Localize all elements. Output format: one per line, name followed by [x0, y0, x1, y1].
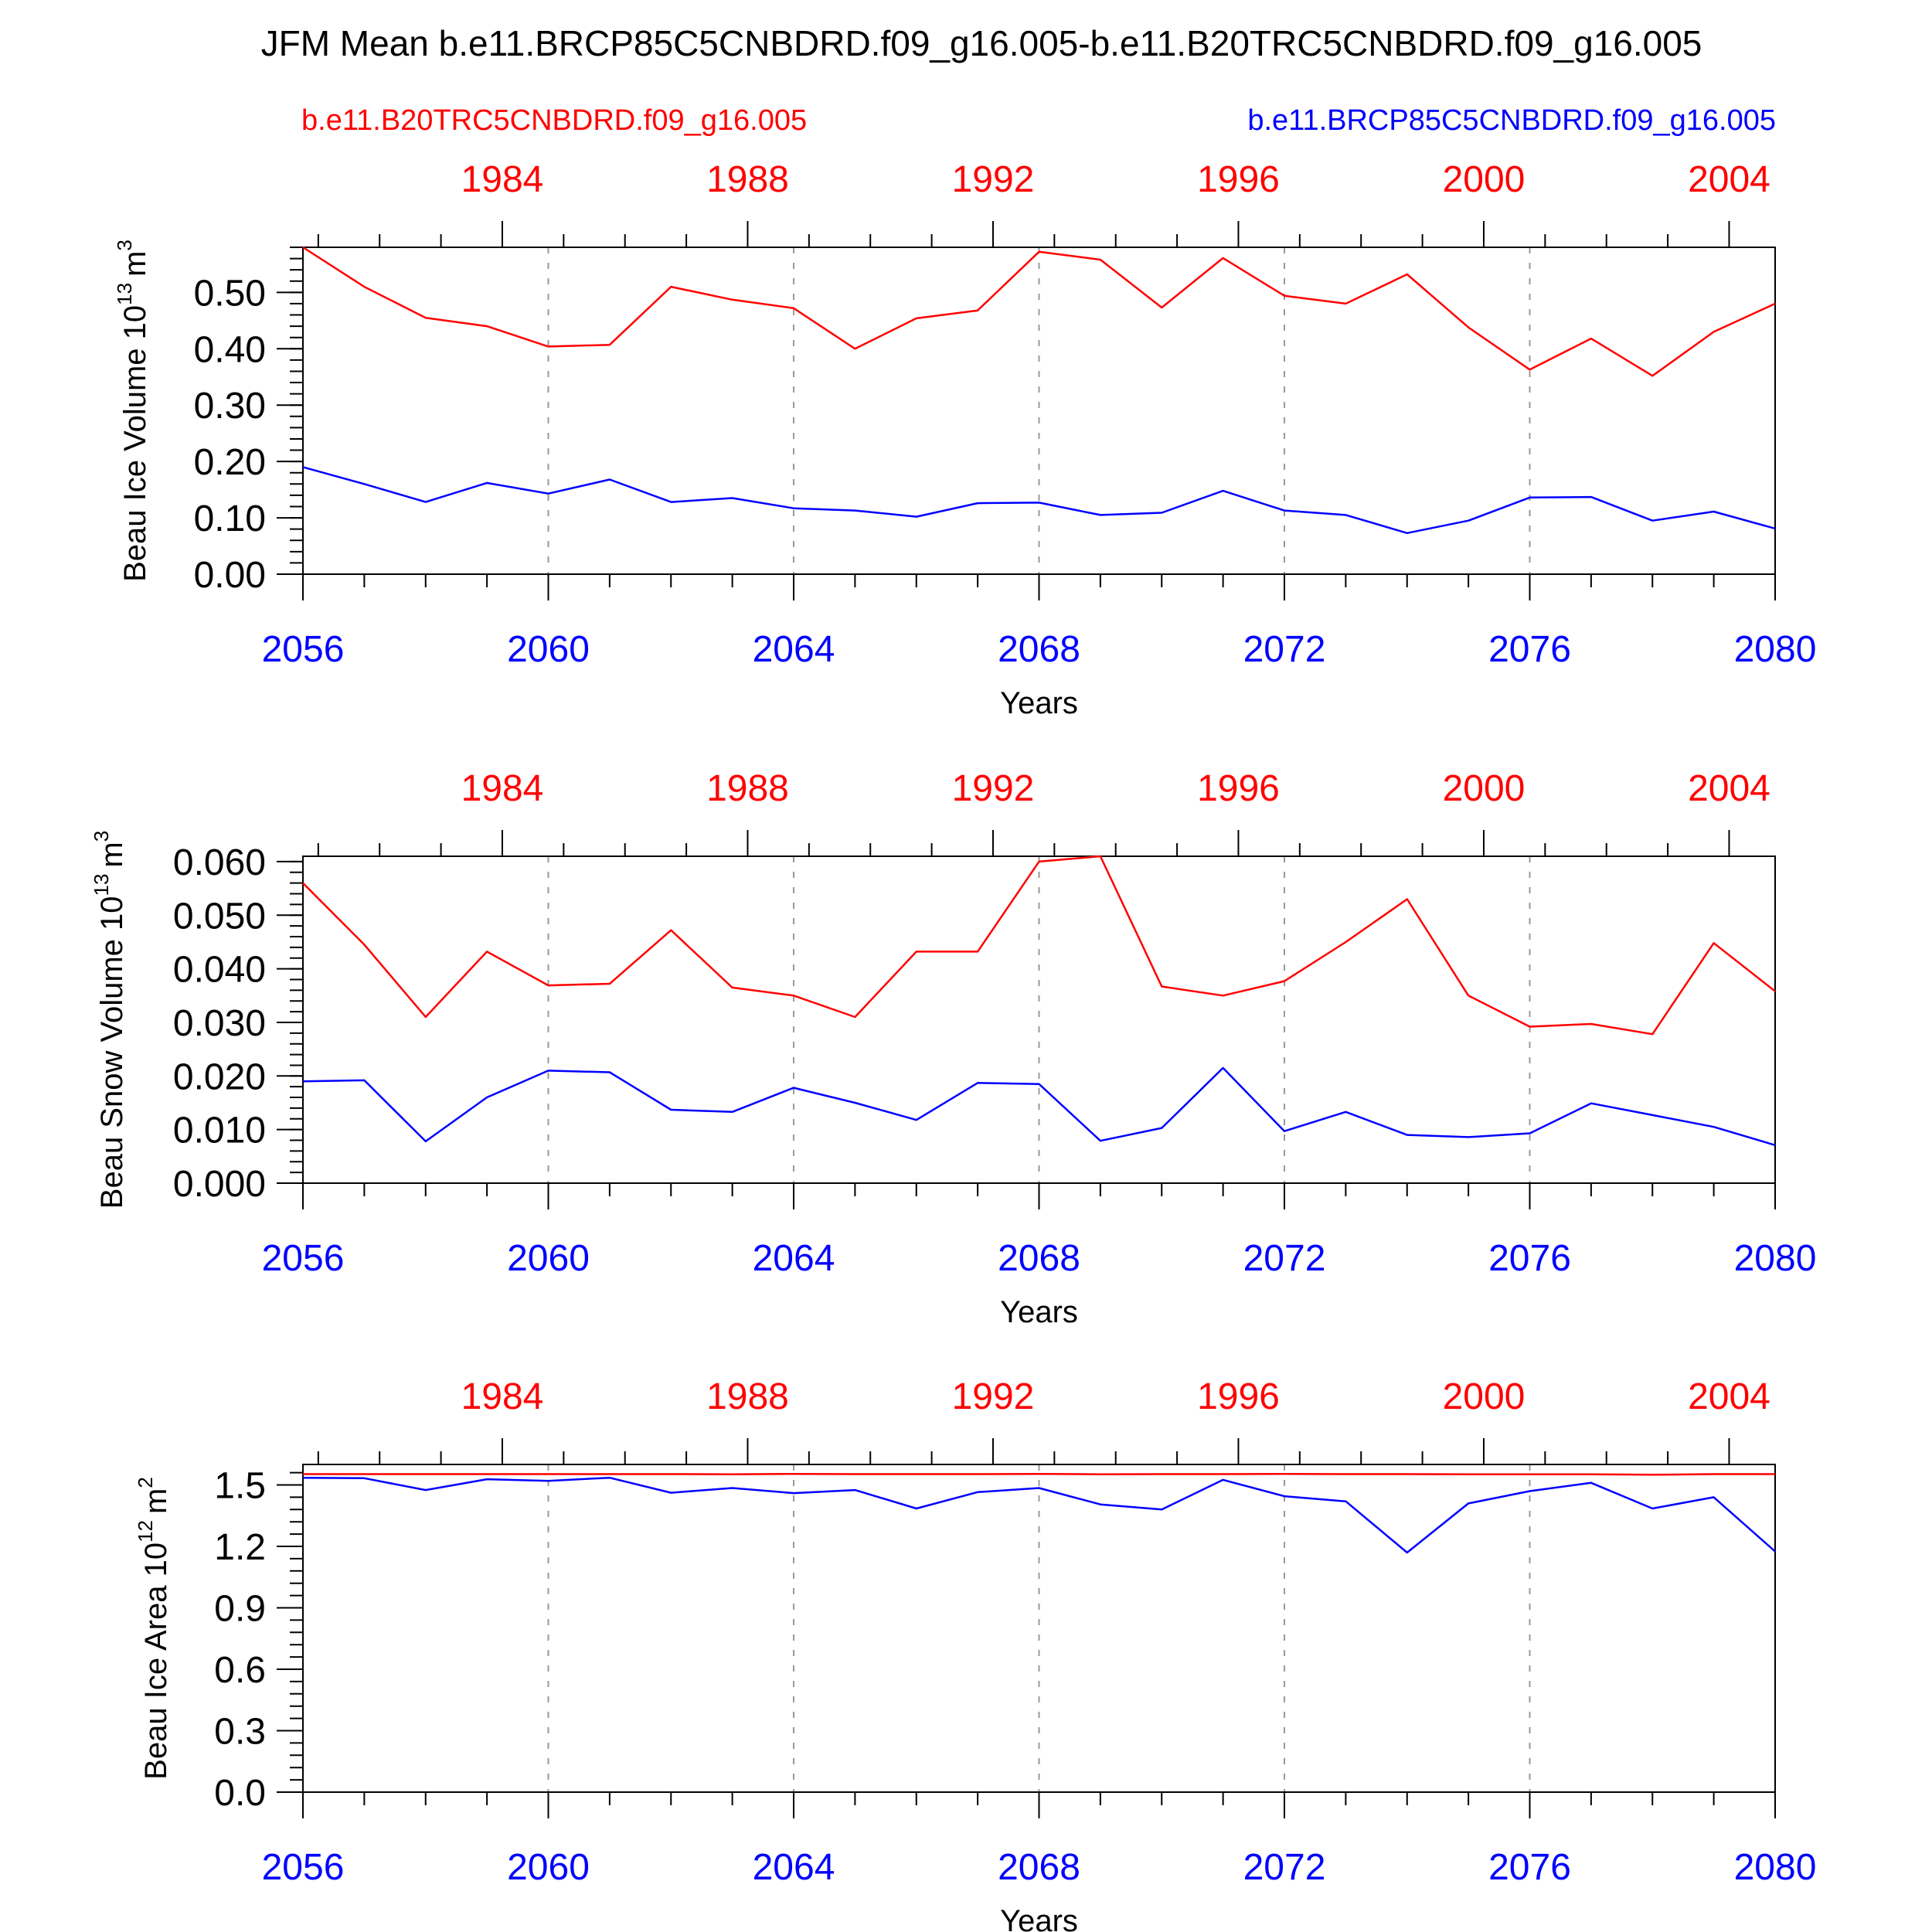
- y-axis-label-exponent: 12: [134, 1520, 157, 1543]
- y-axis-label-base: Beau Ice Area 10: [139, 1543, 173, 1780]
- top-tick-label-1984: 1984: [461, 768, 544, 809]
- x-tick-label-2056: 2056: [262, 629, 345, 670]
- x-tick-label-2072: 2072: [1243, 629, 1326, 670]
- x-tick-label-2068: 2068: [998, 1238, 1080, 1279]
- y-tick-label-0p06: 0.060: [173, 842, 266, 883]
- top-tick-label-1992: 1992: [952, 159, 1035, 200]
- y-axis-label-unit-exponent: 3: [113, 240, 136, 250]
- top-tick-label-2004: 2004: [1688, 1376, 1770, 1417]
- top-tick-label-1988: 1988: [706, 1376, 789, 1417]
- y-tick-label-0: 0.00: [194, 555, 266, 596]
- series-line-blue: [302, 1476, 1776, 1554]
- series-line-red: [302, 246, 1776, 377]
- x-tick-label-2056: 2056: [262, 1238, 345, 1279]
- series-line-blue: [302, 1066, 1776, 1146]
- panel-3: 2056 2060 2064 2068 2072 2076 2080 Years 1984 198…: [134, 1376, 1816, 1932]
- y-tick-label-0p3: 0.30: [194, 386, 266, 427]
- top-tick-label-1984: 1984: [461, 159, 544, 200]
- y-tick-label-0p04: 0.040: [173, 950, 266, 991]
- x-tick-label-2080: 2080: [1734, 629, 1817, 670]
- x-tick-label-2076: 2076: [1488, 1238, 1571, 1279]
- series-line-red: [302, 855, 1776, 1036]
- x-tick-label-2064: 2064: [753, 1847, 835, 1888]
- x-tick-label-2076: 2076: [1488, 629, 1571, 670]
- x-tick-label-2072: 2072: [1243, 1847, 1326, 1888]
- top-tick-label-1988: 1988: [706, 159, 789, 200]
- y-axis-label: Beau Snow Volume 1013 m3: [90, 831, 129, 1209]
- x-tick-label-2064: 2064: [753, 629, 835, 670]
- y-tick-label-0p05: 0.050: [173, 896, 266, 937]
- x-tick-label-2072: 2072: [1243, 1238, 1326, 1279]
- series-line-red: [303, 1472, 1775, 1476]
- panel-2: 2056 2060 2064 2068 2072 2076 2080 Years 1984 198…: [90, 768, 1816, 1329]
- y-axis-label-unit: m: [118, 251, 152, 277]
- top-tick-label-2000: 2000: [1443, 1376, 1526, 1417]
- top-tick-label-1984: 1984: [461, 1376, 544, 1417]
- top-tick-label-2004: 2004: [1688, 768, 1770, 809]
- legend-red-series: b.e11.B20TRC5CNBDRD.f09_g16.005: [301, 104, 807, 137]
- y-axis-label-base: Beau Ice Volume 10: [118, 305, 152, 582]
- x-tick-label-2080: 2080: [1734, 1847, 1817, 1888]
- top-tick-label-2004: 2004: [1688, 159, 1770, 200]
- y-axis-label: Beau Ice Volume 1013 m3: [113, 240, 152, 582]
- figure-title: JFM Mean b.e11.BRCP85C5CNBDRD.f09_g16.00…: [261, 23, 1702, 63]
- y-tick-label-0p03: 0.030: [173, 1003, 266, 1044]
- x-axis-label: Years: [1000, 686, 1078, 720]
- y-tick-label-0: 0.0: [214, 1773, 266, 1814]
- x-tick-label-2068: 2068: [998, 1847, 1080, 1888]
- y-tick-label-0p2: 0.20: [194, 442, 266, 483]
- top-tick-label-2000: 2000: [1443, 768, 1526, 809]
- legend-blue-series: b.e11.BRCP85C5CNBDRD.f09_g16.005: [1247, 104, 1776, 137]
- top-tick-label-1996: 1996: [1197, 768, 1280, 809]
- y-axis-label: Beau Ice Area 1012 m2: [134, 1477, 173, 1780]
- top-tick-label-1988: 1988: [706, 768, 789, 809]
- top-tick-label-1992: 1992: [952, 1376, 1035, 1417]
- y-axis-label-base: Beau Snow Volume 10: [95, 896, 129, 1209]
- x-tick-label-2056: 2056: [262, 1847, 345, 1888]
- top-tick-label-1992: 1992: [952, 768, 1035, 809]
- x-tick-label-2060: 2060: [507, 1847, 590, 1888]
- chart-panels: 2056 2060 2064 2068 2072 2076 2080 Years 1984 198…: [90, 159, 1816, 1932]
- x-tick-label-2080: 2080: [1734, 1238, 1817, 1279]
- y-axis-label-unit-exponent: 2: [134, 1477, 157, 1488]
- y-axis-label-unit: m: [139, 1488, 173, 1514]
- y-axis-label-exponent: 13: [90, 874, 113, 896]
- y-tick-label-0: 0.000: [173, 1164, 266, 1205]
- y-tick-label-0p5: 0.50: [194, 273, 266, 314]
- x-tick-label-2068: 2068: [998, 629, 1080, 670]
- x-tick-label-2060: 2060: [507, 1238, 590, 1279]
- top-tick-label-1996: 1996: [1197, 1376, 1280, 1417]
- series-line-blue: [302, 466, 1776, 535]
- y-tick-label-1p5: 1.5: [214, 1466, 266, 1507]
- x-tick-label-2064: 2064: [753, 1238, 835, 1279]
- top-tick-label-1996: 1996: [1197, 159, 1280, 200]
- y-tick-label-0p01: 0.010: [173, 1111, 266, 1151]
- y-tick-label-0p9: 0.9: [214, 1589, 266, 1630]
- y-tick-label-0p02: 0.020: [173, 1056, 266, 1097]
- y-tick-label-0p6: 0.6: [214, 1650, 266, 1691]
- x-tick-label-2060: 2060: [507, 629, 590, 670]
- y-axis-label-exponent: 13: [113, 283, 136, 305]
- panel-1: 2056 2060 2064 2068 2072 2076 2080 Years 1984 198…: [113, 159, 1816, 720]
- y-axis-label-unit: m: [95, 842, 129, 867]
- y-axis-label-unit-exponent: 3: [90, 831, 113, 842]
- y-tick-label-1p2: 1.2: [214, 1527, 266, 1568]
- x-tick-label-2076: 2076: [1488, 1847, 1571, 1888]
- y-tick-label-0p3: 0.3: [214, 1712, 266, 1753]
- x-axis-label: Years: [1000, 1295, 1078, 1329]
- y-tick-label-0p4: 0.40: [194, 329, 266, 370]
- y-tick-label-0p1: 0.10: [194, 498, 266, 539]
- top-tick-label-2000: 2000: [1443, 159, 1526, 200]
- x-axis-label: Years: [1000, 1904, 1078, 1932]
